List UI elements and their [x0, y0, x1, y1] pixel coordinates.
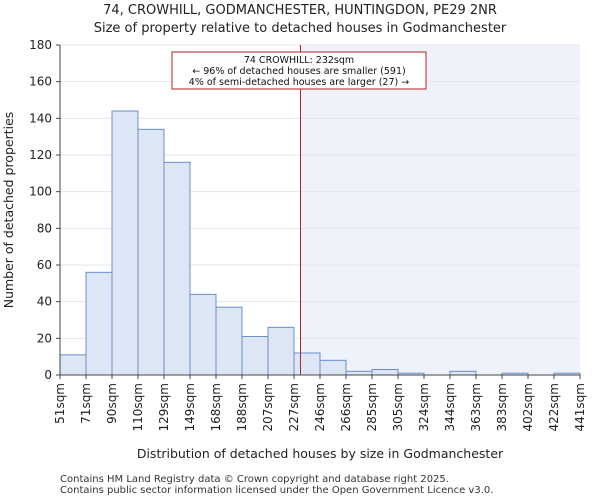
- footer-licence: Contains public sector information licen…: [60, 485, 494, 496]
- x-tick-label: 422sqm: [547, 383, 561, 431]
- histogram-bar: [163, 161, 191, 376]
- x-tick-label: 383sqm: [495, 383, 509, 431]
- histogram-bar: [215, 306, 243, 376]
- y-tick-label: 100: [29, 185, 52, 199]
- y-tick-label: 120: [29, 148, 52, 162]
- histogram-bar: [241, 336, 269, 376]
- x-tick-label: 207sqm: [261, 383, 275, 431]
- annotation-line: 74 CROWHILL: 232sqm: [244, 55, 354, 66]
- histogram-bar: [59, 354, 87, 376]
- y-axis-title: Number of detached properties: [1, 112, 16, 309]
- x-tick-label: 246sqm: [313, 383, 327, 431]
- histogram-bar: [319, 359, 347, 376]
- x-tick-label: 149sqm: [183, 383, 197, 431]
- y-tick-label: 0: [44, 368, 52, 382]
- x-tick-label: 305sqm: [391, 383, 405, 431]
- histogram-bar: [111, 110, 139, 376]
- chart-title: 74, CROWHILL, GODMANCHESTER, HUNTINGDON,…: [103, 3, 497, 18]
- x-tick-label: 266sqm: [339, 383, 353, 431]
- x-axis-title: Distribution of detached houses by size …: [137, 446, 504, 461]
- annotation-line: 4% of semi-detached houses are larger (2…: [189, 77, 409, 88]
- x-tick-label: 363sqm: [469, 383, 483, 431]
- x-tick-label: 188sqm: [235, 383, 249, 431]
- histogram-bar: [293, 352, 321, 376]
- histogram-bar: [371, 369, 399, 376]
- y-tick-label: 140: [29, 111, 52, 125]
- x-tick-label: 324sqm: [417, 383, 431, 431]
- histogram-bar: [267, 326, 295, 376]
- footer-copyright: Contains HM Land Registry data © Crown c…: [60, 474, 449, 485]
- x-tick-label: 441sqm: [573, 383, 587, 431]
- y-tick-label: 180: [29, 38, 52, 52]
- x-tick-label: 71sqm: [79, 383, 93, 424]
- x-tick-label: 285sqm: [365, 383, 379, 431]
- x-tick-label: 51sqm: [53, 383, 67, 424]
- x-tick-label: 344sqm: [443, 383, 457, 431]
- histogram-bar: [449, 370, 477, 376]
- y-tick-label: 20: [37, 331, 52, 345]
- y-tick-label: 40: [37, 295, 52, 309]
- x-tick-label: 227sqm: [287, 383, 301, 431]
- x-tick-label: 168sqm: [209, 383, 223, 431]
- x-tick-label: 402sqm: [521, 383, 535, 431]
- annotation-line: ← 96% of detached houses are smaller (59…: [192, 66, 405, 77]
- annotation-box: [171, 51, 427, 90]
- y-tick-label: 60: [37, 258, 52, 272]
- chart-subtitle: Size of property relative to detached ho…: [93, 21, 507, 36]
- histogram-bar: [85, 271, 113, 376]
- x-tick-label: 110sqm: [131, 383, 145, 431]
- histogram-bar: [189, 293, 217, 376]
- x-tick-label: 129sqm: [157, 383, 171, 431]
- larger-region-shade: [300, 45, 580, 375]
- histogram-bar: [345, 370, 373, 376]
- y-tick-label: 160: [29, 75, 52, 89]
- y-tick-label: 80: [37, 221, 52, 235]
- histogram-bar: [137, 128, 165, 376]
- x-tick-label: 90sqm: [105, 383, 119, 424]
